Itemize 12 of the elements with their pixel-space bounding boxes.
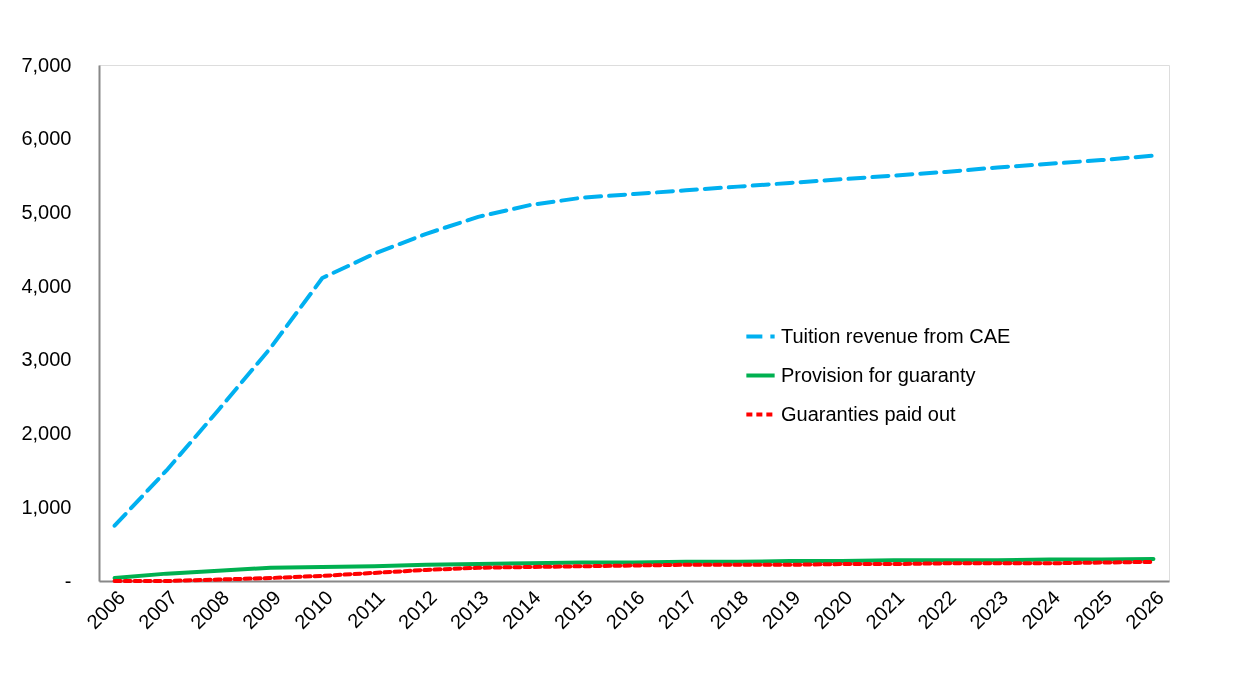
- line-series: [112, 153, 1156, 528]
- legend-label: Provision for guaranty: [781, 363, 976, 386]
- legend-label: Guaranties paid out: [781, 402, 956, 425]
- y-tick-label: 3,000: [21, 348, 72, 371]
- y-tick-label: 4,000: [21, 274, 72, 297]
- y-tick-label: -: [64, 569, 72, 592]
- y-tick-label: 7,000: [21, 53, 72, 76]
- y-tick-label: 5,000: [21, 200, 72, 223]
- y-tick-label: 1,000: [21, 495, 72, 518]
- legend-label: Tuition revenue from CAE: [781, 324, 1011, 347]
- y-tick-label: 2,000: [21, 422, 72, 445]
- y-tick-label: 6,000: [21, 127, 72, 150]
